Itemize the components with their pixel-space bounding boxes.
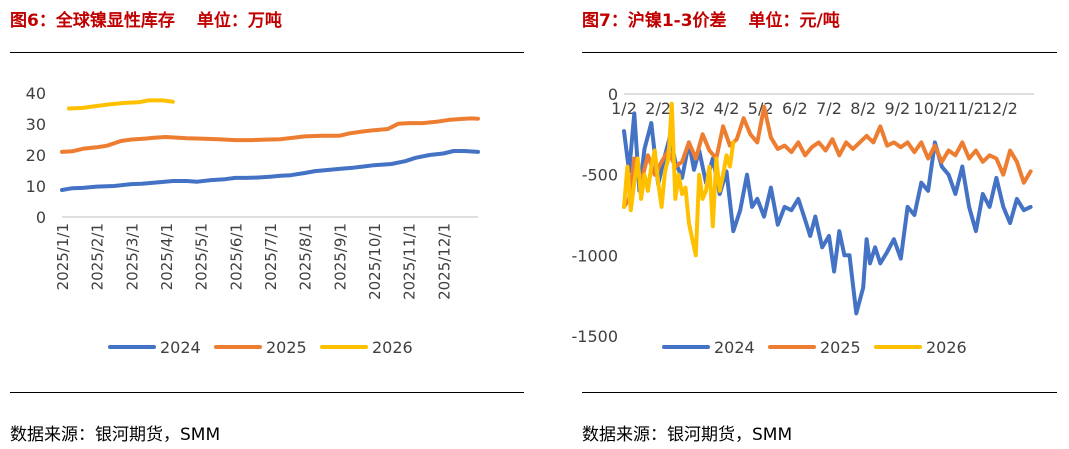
left-source-note: 数据来源：银河期货，SMM <box>10 425 221 445</box>
left-legend-label-2026: 2026 <box>372 338 413 357</box>
left-legend-label-2025: 2025 <box>266 338 307 357</box>
left-y-tick-label: 10 <box>26 177 46 196</box>
left-y-tick-label: 40 <box>26 84 46 103</box>
right-legend-label-2026: 2026 <box>926 338 967 357</box>
left-x-tick-label: 2025/2/1 <box>89 223 107 290</box>
left-x-tick-label: 2025/9/1 <box>331 223 349 290</box>
right-bottom-rule <box>582 392 1057 393</box>
right-series-line-2025 <box>622 104 1033 209</box>
right-x-tick-label: 4/2 <box>714 99 740 118</box>
left-series-line-2026 <box>66 98 175 111</box>
left-unit-label: 单位：万吨 <box>196 11 282 31</box>
right-legend-label-2025: 2025 <box>820 338 861 357</box>
left-x-tick-label: 2025/5/1 <box>193 223 211 290</box>
left-x-tick-label: 2025/8/1 <box>297 223 315 290</box>
right-x-tick-label: 8/2 <box>850 99 876 118</box>
right-series-line-2026 <box>622 101 736 258</box>
right-x-tick-label: 3/2 <box>679 99 705 118</box>
left-x-tick-label: 2025/1/1 <box>54 223 72 290</box>
right-x-tick-label: 1/2 <box>611 99 637 118</box>
left-x-tick-label: 2025/6/1 <box>227 223 245 290</box>
right-y-tick-label: -1000 <box>572 246 619 265</box>
right-source-note: 数据来源：银河期货，SMM <box>582 425 793 445</box>
left-x-tick-label: 2025/11/1 <box>401 223 419 300</box>
right-figure-label: 图7：沪镍1-3价差 <box>582 11 727 31</box>
left-chart-title: 图6：全球镍显性库存 单位：万吨 <box>10 6 282 31</box>
right-y-tick-label: -1500 <box>572 327 619 346</box>
left-x-tick-label: 2025/10/1 <box>366 223 384 300</box>
right-series-line-2024 <box>622 111 1033 316</box>
right-x-tick-label: 9/2 <box>884 99 910 118</box>
left-x-tick-label: 2025/7/1 <box>262 223 280 290</box>
right-x-tick-label: 10/2 <box>914 99 950 118</box>
left-chart: 0 10 20 30 40 2025/1/1 2025/2/1 2025/3/1 2025/4/… <box>26 84 480 357</box>
left-x-tick-label: 2025/4/1 <box>158 223 176 290</box>
right-panel: 图7：沪镍1-3价差 单位：元/吨 0 -500 -1000 -1500 1/2 2/2 3/… <box>572 0 1069 449</box>
right-chart-title: 图7：沪镍1-3价差 单位：元/吨 <box>582 6 840 31</box>
left-panel: 图6：全球镍显性库存 单位：万吨 0 10 20 30 40 2025/1/1 2025/2/… <box>0 0 534 449</box>
right-y-tick-label: 0 <box>608 85 618 104</box>
left-x-tick-label: 2025/3/1 <box>123 223 141 290</box>
right-legend-label-2024: 2024 <box>714 338 755 357</box>
left-top-rule <box>10 52 524 53</box>
right-x-tick-label: 11/2 <box>948 99 984 118</box>
right-x-tick-label: 2/2 <box>645 99 671 118</box>
left-x-tick-label: 2025/12/1 <box>435 223 453 300</box>
left-figure-label: 图6：全球镍显性库存 <box>10 11 175 31</box>
left-bottom-rule <box>10 392 524 393</box>
left-y-tick-label: 0 <box>36 208 46 227</box>
right-x-tick-label: 7/2 <box>816 99 842 118</box>
right-x-tick-label: 12/2 <box>982 99 1018 118</box>
left-series-line-2025 <box>60 116 480 154</box>
left-y-tick-label: 20 <box>26 146 46 165</box>
right-top-rule <box>582 52 1057 53</box>
left-series-line-2024 <box>60 149 480 192</box>
left-legend-label-2024: 2024 <box>160 338 201 357</box>
right-x-tick-label: 6/2 <box>782 99 808 118</box>
right-unit-label: 单位：元/吨 <box>748 11 840 31</box>
left-y-tick-label: 30 <box>26 115 46 134</box>
right-y-tick-label: -500 <box>582 166 618 185</box>
